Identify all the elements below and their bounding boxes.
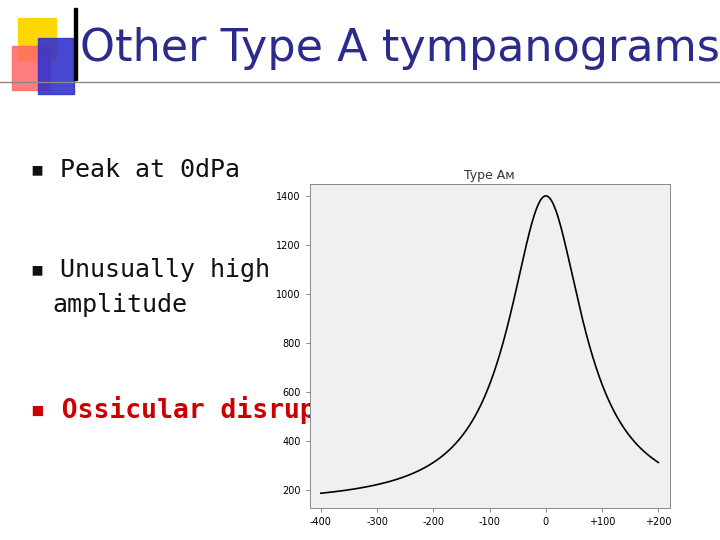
Bar (38, 38, 74, 94)
Bar (12, 46, 50, 90)
Text: ▪ Peak at 0dPa: ▪ Peak at 0dPa (30, 158, 240, 182)
Bar (18, 18, 56, 60)
Text: Other Type A tympanograms: Other Type A tympanograms (80, 26, 720, 70)
Title: Type Aᴍ: Type Aᴍ (464, 170, 515, 183)
Text: amplitude: amplitude (52, 293, 187, 317)
Bar (74, 8, 76, 80)
Text: ▪ Unusually high: ▪ Unusually high (30, 258, 270, 282)
Text: ▪ Ossicular disruption: ▪ Ossicular disruption (30, 396, 379, 424)
